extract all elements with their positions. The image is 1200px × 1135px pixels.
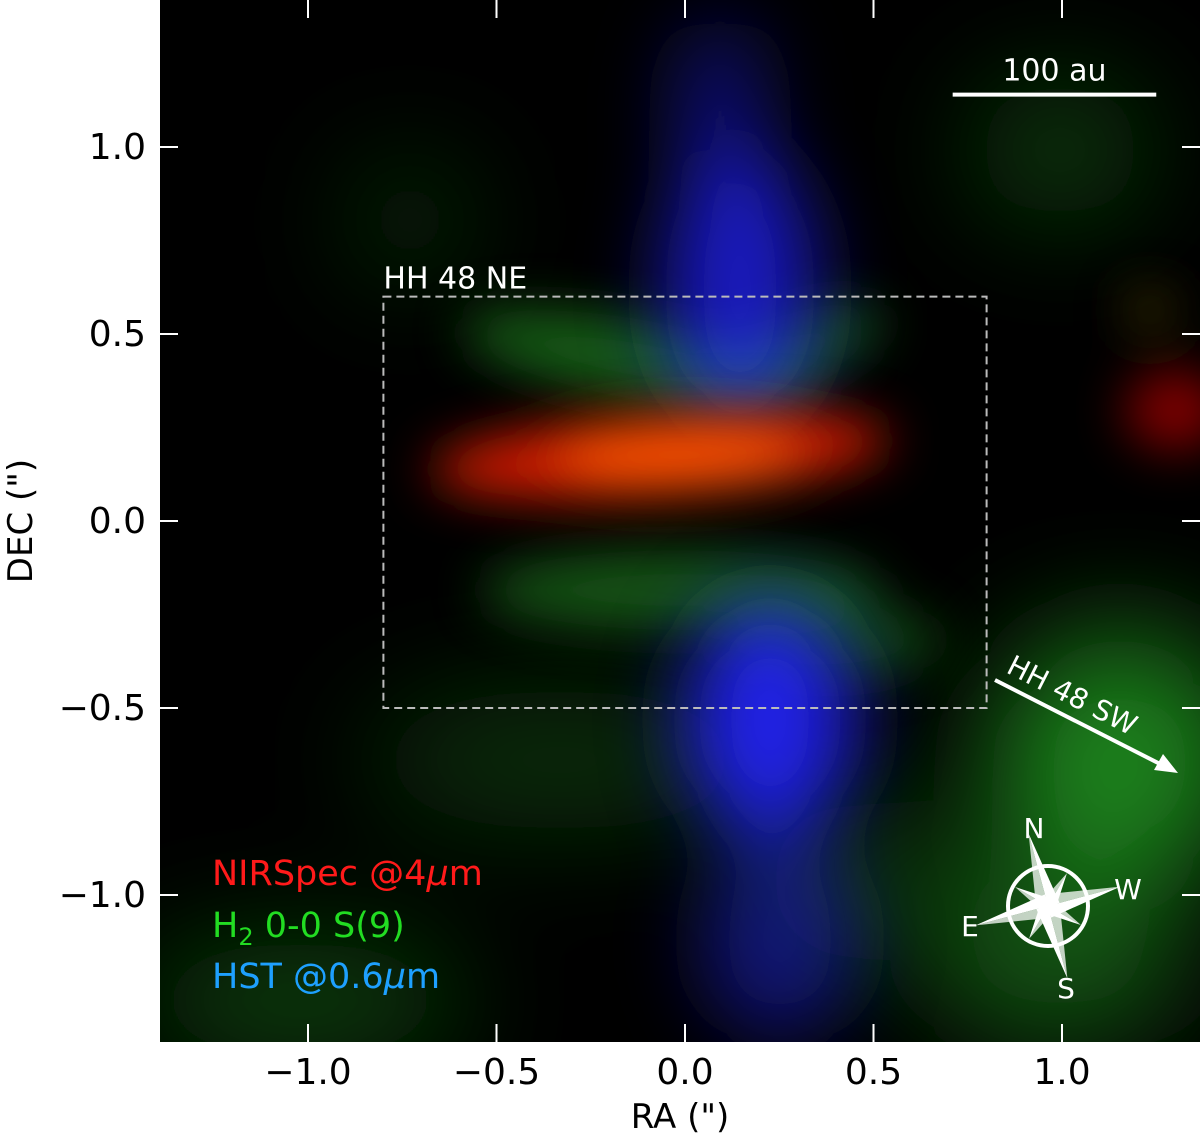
x-axis-label: RA (") <box>631 1097 729 1135</box>
x-tick-label: −1.0 <box>264 1052 351 1093</box>
region-label: HH 48 NE <box>383 262 527 297</box>
nirspec-emission <box>430 290 1200 499</box>
sw-arrow-head <box>1154 754 1178 773</box>
scalebar-label: 100 au <box>1002 54 1106 89</box>
compass-letter: S <box>1057 972 1075 1005</box>
h2-emission <box>160 80 1200 1042</box>
compass-letter: N <box>1024 812 1045 845</box>
legend-entry: HST @0.6μm <box>212 957 440 997</box>
legend-entry: NIRSpec @4μm <box>212 854 483 894</box>
x-tick-label: 0.5 <box>845 1052 902 1093</box>
hst-emission <box>665 20 860 1040</box>
sw-arrow <box>994 678 1167 769</box>
image-panel <box>160 0 1200 1042</box>
y-tick-label: 0.0 <box>89 501 146 542</box>
y-tick-label: 0.5 <box>89 314 146 355</box>
compass-rose-icon: N S E W <box>961 812 1142 1005</box>
legend-entry: H2 0-0 S(9) <box>212 906 405 951</box>
y-tick-label: 1.0 <box>89 127 146 168</box>
y-tick-label: −0.5 <box>59 688 146 729</box>
x-tick-label: 0.0 <box>656 1052 713 1093</box>
compass-letter: E <box>961 910 979 943</box>
x-tick-label: −0.5 <box>453 1052 540 1093</box>
region-box-hh48-ne <box>382 295 988 709</box>
compass-letter: W <box>1114 873 1142 906</box>
y-tick-label: −1.0 <box>59 875 146 916</box>
x-tick-label: 1.0 <box>1033 1052 1090 1093</box>
y-axis-label: DEC (") <box>1 459 41 583</box>
